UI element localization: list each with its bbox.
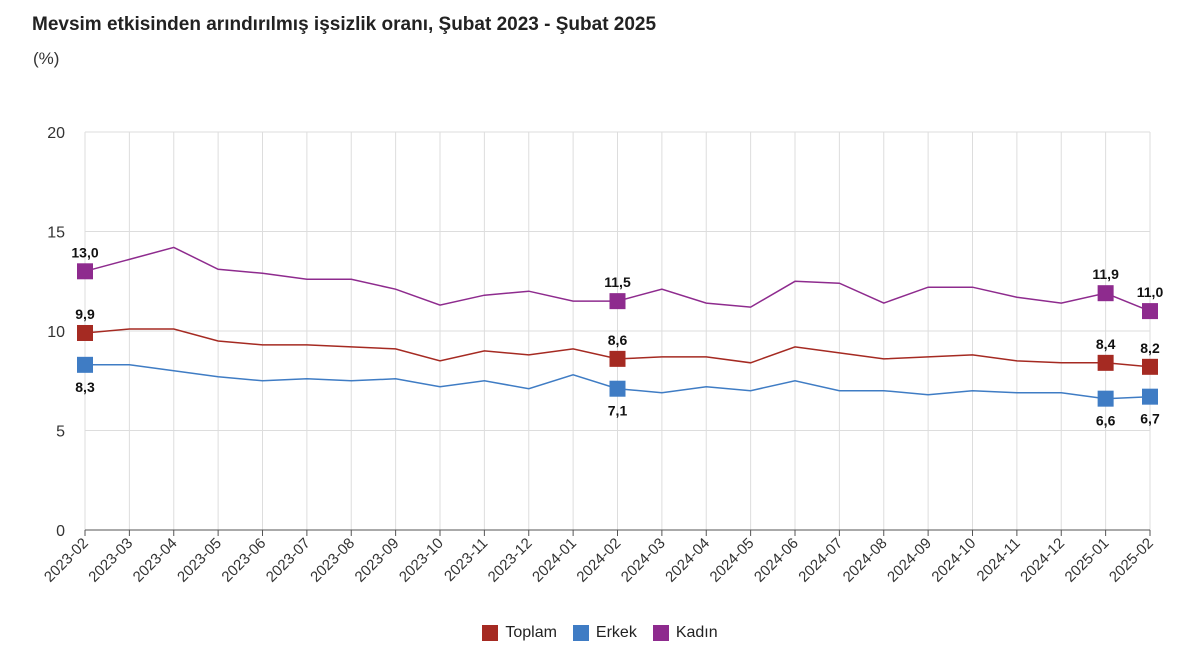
x-tick-label: 2023-10 [396,535,447,586]
x-tick-label: 2023-07 [263,535,314,586]
data-marker [77,356,93,373]
chart-legend: Toplam Erkek Kadın [0,624,1200,642]
data-marker [1142,388,1158,405]
legend-item-erkek[interactable]: Erkek [572,624,637,642]
x-tick-label: 2024-12 [1017,535,1068,586]
x-tick-label: 2024-09 [884,535,935,586]
data-label: 9,9 [75,306,95,322]
line-chart: 051015202023-022023-032023-042023-052023… [41,125,1164,586]
legend-label: Erkek [595,624,637,641]
data-marker [77,263,93,280]
y-tick-label: 20 [47,125,65,142]
data-marker [1097,354,1114,371]
x-tick-label: 2023-12 [485,535,536,586]
x-tick-label: 2024-06 [751,535,802,586]
data-label: 11,5 [604,274,631,290]
x-tick-label: 2024-01 [529,535,580,586]
y-tick-label: 15 [47,225,65,242]
data-label: 11,0 [1137,284,1164,300]
data-marker [1097,390,1114,407]
y-tick-label: 0 [56,523,65,540]
x-tick-label: 2023-04 [130,535,181,586]
x-tick-label: 2023-02 [41,535,92,586]
data-label: 13,0 [71,244,98,260]
legend-swatch [572,625,589,641]
x-tick-label: 2023-08 [307,535,358,586]
data-marker [1142,303,1158,320]
x-tick-label: 2023-09 [351,535,402,586]
x-tick-label: 2024-03 [618,535,669,586]
legend-label: Kadın [675,624,718,641]
x-tick-label: 2024-04 [662,535,713,586]
data-marker [609,350,626,367]
x-tick-label: 2023-03 [85,535,136,586]
legend-label: Toplam [505,624,557,641]
x-tick-label: 2025-01 [1061,535,1112,586]
data-label: 8,2 [1140,340,1160,356]
x-tick-label: 2024-08 [840,535,891,586]
x-tick-label: 2024-07 [795,535,846,586]
x-tick-label: 2024-05 [706,535,757,586]
data-label: 6,7 [1140,411,1160,427]
y-tick-label: 10 [47,324,65,341]
chart-title: Mevsim etkisinden arındırılmış işsizlik … [32,14,657,35]
data-label: 7,1 [608,403,628,419]
legend-swatch [652,625,669,641]
x-tick-label: 2023-06 [218,535,269,586]
data-marker [1097,285,1114,302]
data-label: 8,3 [75,379,95,395]
x-tick-label: 2024-02 [573,535,624,586]
data-marker [77,324,93,341]
unit-label: (%) [33,49,60,68]
x-tick-label: 2024-10 [928,535,979,586]
data-marker [609,293,626,310]
data-marker [1142,358,1158,375]
legend-item-kadın[interactable]: Kadın [652,624,718,642]
x-tick-label: 2023-11 [441,535,491,585]
y-tick-label: 5 [56,424,65,441]
data-label: 11,9 [1092,266,1119,282]
data-label: 8,6 [608,332,628,348]
legend-item-toplam[interactable]: Toplam [482,624,557,642]
x-tick-label: 2024-11 [974,535,1024,585]
data-marker [609,380,626,397]
x-tick-label: 2023-05 [174,535,225,586]
data-label: 8,4 [1096,336,1116,352]
data-label: 6,6 [1096,413,1116,429]
legend-swatch [482,625,499,641]
x-tick-label: 2025-02 [1106,535,1157,586]
